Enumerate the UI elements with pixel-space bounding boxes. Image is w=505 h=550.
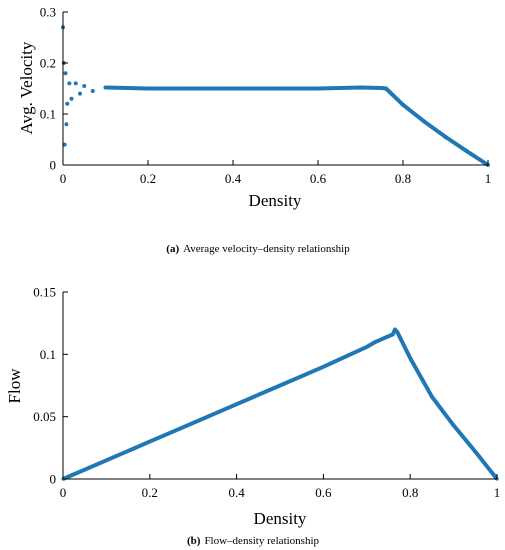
- series-line: [62, 327, 499, 481]
- data-point: [384, 86, 388, 91]
- chart-flow-density: 0 0.2 0.4 0.6 0.8 1 0 0.05 0.1 0.15 Density Flow: [5, 285, 500, 529]
- y-tick-label: 0.2: [40, 56, 56, 71]
- data-point: [393, 327, 397, 331]
- x-tick-label: 0: [60, 485, 67, 500]
- y-tick-label: 0: [50, 158, 57, 173]
- data-point: [373, 340, 378, 344]
- series-marks: [61, 327, 499, 481]
- y-tick-label: 0.3: [40, 5, 56, 20]
- y-tick-label: 0: [50, 472, 57, 487]
- data-point: [231, 86, 235, 91]
- x-tick-label: 0.4: [225, 171, 242, 186]
- x-tick-label: 0.6: [315, 485, 332, 500]
- axes: 0 0.2 0.4 0.6 0.8 1 0 0.05 0.1 0.15: [33, 285, 500, 501]
- data-point: [401, 102, 405, 107]
- x-tick-label: 0.2: [140, 171, 156, 186]
- data-point: [191, 421, 195, 425]
- x-tick-label: 0.6: [310, 171, 327, 186]
- data-point: [188, 86, 193, 91]
- data-point: [408, 356, 412, 360]
- data-point: [365, 345, 369, 349]
- data-point: [64, 122, 69, 127]
- x-tick-label: 0: [60, 171, 67, 186]
- x-axis-label: Density: [249, 191, 302, 210]
- y-axis-label: Flow: [5, 368, 24, 404]
- data-point: [67, 81, 72, 86]
- data-point: [69, 96, 74, 101]
- y-tick-label: 0.1: [40, 107, 56, 122]
- caption-b-text: Flow–density relationship: [204, 535, 319, 547]
- x-tick-label: 0.2: [142, 485, 158, 500]
- data-point: [358, 85, 363, 90]
- data-point: [235, 402, 239, 406]
- caption-a: (a) Average velocity–density relationship: [166, 243, 350, 255]
- x-tick-label: 0.8: [395, 171, 411, 186]
- chart-velocity-density: 0 0.2 0.4 0.6 0.8 1 0 0.1 0.2 0.3 Density Avg. Ve…: [17, 5, 491, 211]
- data-point: [273, 86, 278, 91]
- data-point: [443, 134, 448, 139]
- data-point: [379, 85, 384, 90]
- x-tick-label: 0.8: [402, 485, 418, 500]
- data-point: [73, 81, 78, 86]
- data-point: [422, 119, 427, 124]
- data-point: [395, 330, 399, 334]
- data-point: [452, 423, 456, 427]
- caption-b: (b) Flow–density relationship: [187, 535, 320, 547]
- x-tick-label: 1: [494, 485, 501, 500]
- y-axis-label: Avg. Velocity: [17, 41, 36, 134]
- x-tick-label: 0.4: [228, 485, 245, 500]
- x-axis-label: Density: [254, 509, 307, 528]
- data-point: [316, 86, 320, 91]
- caption-a-tag: (a): [166, 243, 179, 255]
- data-point: [82, 83, 87, 88]
- data-point: [278, 383, 282, 388]
- series-marks: [61, 25, 490, 167]
- data-point: [146, 86, 150, 91]
- y-tick-label: 0.05: [33, 409, 56, 424]
- data-point: [343, 355, 347, 359]
- axes: 0 0.2 0.4 0.6 0.8 1 0 0.1 0.2 0.3: [40, 5, 492, 187]
- data-point: [464, 149, 469, 154]
- data-point: [430, 395, 434, 399]
- data-point: [65, 101, 70, 106]
- data-point: [382, 336, 386, 340]
- data-point: [391, 332, 395, 336]
- data-point: [148, 440, 152, 444]
- data-point: [103, 85, 108, 90]
- caption-b-tag: (b): [187, 535, 201, 547]
- data-point: [62, 142, 67, 147]
- y-tick-label: 0.1: [40, 347, 56, 362]
- data-point: [104, 458, 108, 462]
- data-point: [473, 449, 477, 454]
- data-point: [321, 365, 325, 369]
- caption-a-text: Average velocity–density relationship: [183, 243, 350, 255]
- data-point: [90, 89, 95, 94]
- x-tick-label: 1: [485, 171, 492, 186]
- series-band: [105, 85, 490, 167]
- y-tick-label: 0.15: [33, 285, 56, 300]
- data-point: [78, 91, 82, 96]
- data-point: [63, 71, 68, 76]
